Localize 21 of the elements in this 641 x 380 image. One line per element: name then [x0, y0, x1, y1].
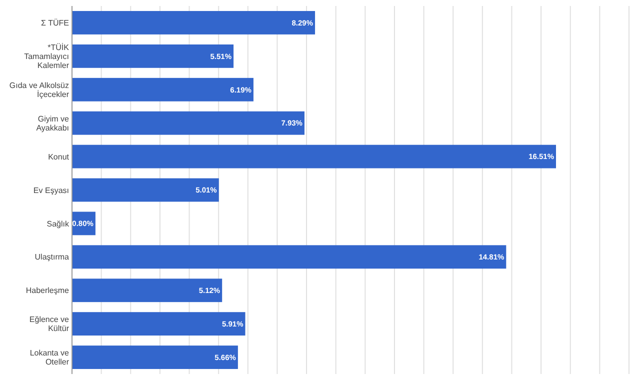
y-tick-label: *TÜİK Tamamlayıcı Kalemler — [24, 42, 70, 70]
y-tick-label: Ev Eşyası — [33, 186, 69, 195]
bar — [72, 346, 238, 369]
y-tick-label: Giyim ve Ayakkabı — [36, 114, 70, 132]
bar — [72, 178, 219, 202]
bar — [72, 278, 222, 302]
bar — [72, 44, 234, 68]
bar — [72, 11, 316, 34]
y-tick-label: Ulaştırma — [34, 252, 70, 262]
bar — [72, 245, 506, 269]
y-tick-label: Eğlence ve Kültür — [29, 315, 70, 334]
y-tick-label: Sağlık — [46, 219, 70, 228]
bar — [72, 78, 254, 102]
y-tick-label: Konut — [48, 152, 70, 162]
y-tick-label: Σ TÜFE — [40, 18, 69, 28]
bar — [72, 144, 556, 168]
y-tick-label: Gıda ve Alkolsüz İçecekler — [9, 80, 70, 99]
bar — [72, 111, 304, 135]
y-tick-label: Haberleşme — [26, 286, 70, 296]
y-tick-label: Lokanta ve Oteller — [30, 348, 70, 367]
bar — [72, 312, 246, 336]
